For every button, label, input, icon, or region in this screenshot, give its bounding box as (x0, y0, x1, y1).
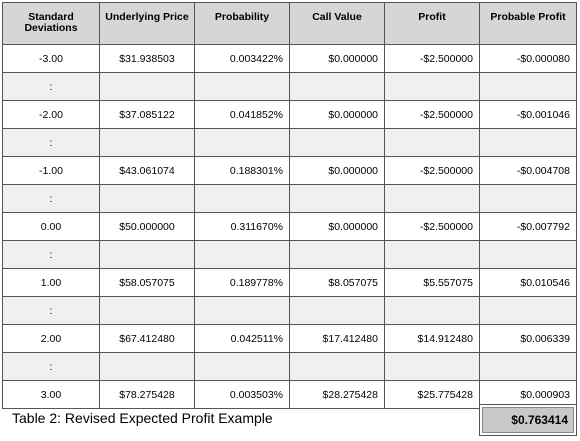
table-cell: $0.000000 (289, 156, 385, 185)
table-cell: $0.006339 (479, 324, 577, 353)
table-cell: 1.00 (2, 268, 100, 297)
table-cell: $67.412480 (99, 324, 195, 353)
empty-cell (289, 240, 385, 269)
table-cell: $14.912480 (384, 324, 480, 353)
table-cell: $58.057075 (99, 268, 195, 297)
table-cell: $8.057075 (289, 268, 385, 297)
table-cell: $0.010546 (479, 268, 577, 297)
empty-cell (99, 296, 195, 325)
empty-cell (384, 128, 480, 157)
table-cell: -$2.500000 (384, 156, 480, 185)
empty-cell (479, 72, 577, 101)
table-cell: 0.003422% (194, 44, 290, 73)
table-cell: -$0.007792 (479, 212, 577, 241)
empty-cell (384, 296, 480, 325)
empty-cell (194, 184, 290, 213)
table-cell: : (2, 184, 100, 213)
empty-cell (99, 240, 195, 269)
empty-cell (479, 296, 577, 325)
empty-cell (384, 72, 480, 101)
empty-cell (479, 352, 577, 381)
header-cell: Probability (194, 2, 290, 45)
empty-cell (384, 184, 480, 213)
table-cell: : (2, 72, 100, 101)
header-cell: Call Value (289, 2, 385, 45)
table-cell: $0.000000 (289, 212, 385, 241)
empty-cell (289, 184, 385, 213)
table-cell: $28.275428 (289, 380, 385, 409)
empty-cell (99, 184, 195, 213)
table-cell: $5.557075 (384, 268, 480, 297)
table-cell: 0.041852% (194, 100, 290, 129)
empty-cell (479, 128, 577, 157)
empty-cell (99, 352, 195, 381)
table-cell: -$0.004708 (479, 156, 577, 185)
table-cell: $17.412480 (289, 324, 385, 353)
table-cell: $0.000000 (289, 44, 385, 73)
empty-cell (289, 128, 385, 157)
table-cell: : (2, 128, 100, 157)
table-cell: 3.00 (2, 380, 100, 409)
table-cell: $31.938503 (99, 44, 195, 73)
caption: Table 2: Revised Expected Profit Example (12, 410, 273, 426)
table-cell: -$2.500000 (384, 44, 480, 73)
empty-cell (289, 72, 385, 101)
table-cell: -1.00 (2, 156, 100, 185)
table-cell: $78.275428 (99, 380, 195, 409)
table-cell: $37.085122 (99, 100, 195, 129)
empty-cell (194, 240, 290, 269)
table-cell: -3.00 (2, 44, 100, 73)
empty-cell (289, 352, 385, 381)
empty-cell (289, 296, 385, 325)
empty-cell (479, 240, 577, 269)
empty-cell (99, 72, 195, 101)
table-cell: 0.311670% (194, 212, 290, 241)
table-cell: $25.775428 (384, 380, 480, 409)
empty-cell (384, 352, 480, 381)
empty-cell (194, 352, 290, 381)
table-cell: 0.042511% (194, 324, 290, 353)
header-cell: Probable Profit (479, 2, 577, 45)
empty-cell (194, 72, 290, 101)
table-cell: 0.188301% (194, 156, 290, 185)
header-cell: Profit (384, 2, 480, 45)
table-cell: : (2, 352, 100, 381)
header-cell: Underlying Price (99, 2, 195, 45)
header-cell: Standard Deviations (2, 2, 100, 45)
table-cell: : (2, 240, 100, 269)
empty-cell (384, 240, 480, 269)
table-cell: -2.00 (2, 100, 100, 129)
table-cell: $43.061074 (99, 156, 195, 185)
empty-cell (194, 296, 290, 325)
table-cell: -$0.001046 (479, 100, 577, 129)
table-cell: 0.003503% (194, 380, 290, 409)
table-cell: -$0.000080 (479, 44, 577, 73)
table-cell: -$2.500000 (384, 212, 480, 241)
table-cell: : (2, 296, 100, 325)
table-cell: 0.189778% (194, 268, 290, 297)
empty-cell (99, 128, 195, 157)
table-cell: $0.000000 (289, 100, 385, 129)
table-cell: $50.000000 (99, 212, 195, 241)
total: $0.763414 (479, 404, 577, 436)
table-cell: -$2.500000 (384, 100, 480, 129)
table-cell: 0.00 (2, 212, 100, 241)
table-cell: 2.00 (2, 324, 100, 353)
empty-cell (194, 128, 290, 157)
empty-cell (479, 184, 577, 213)
